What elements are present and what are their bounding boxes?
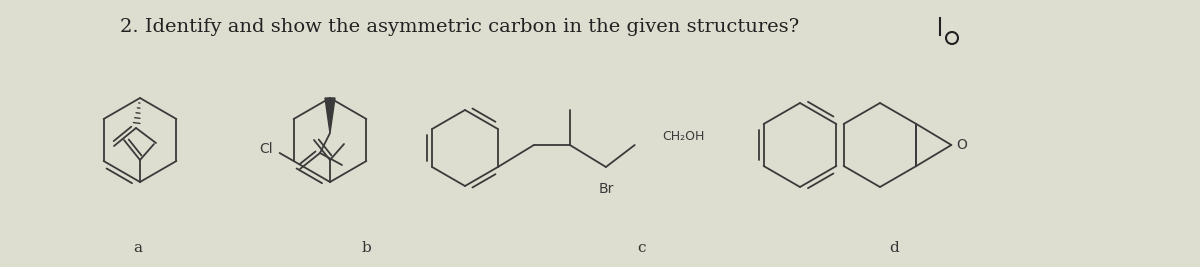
Text: c: c xyxy=(637,241,647,255)
Text: CH₂OH: CH₂OH xyxy=(662,131,706,143)
Text: 2. Identify and show the asymmetric carbon in the given structures?: 2. Identify and show the asymmetric carb… xyxy=(120,18,799,36)
Text: d: d xyxy=(889,241,899,255)
Text: a: a xyxy=(133,241,143,255)
Text: O: O xyxy=(956,138,967,152)
Polygon shape xyxy=(325,98,335,133)
Text: Cl: Cl xyxy=(259,142,272,156)
Text: b: b xyxy=(361,241,371,255)
Text: Br: Br xyxy=(599,182,613,196)
